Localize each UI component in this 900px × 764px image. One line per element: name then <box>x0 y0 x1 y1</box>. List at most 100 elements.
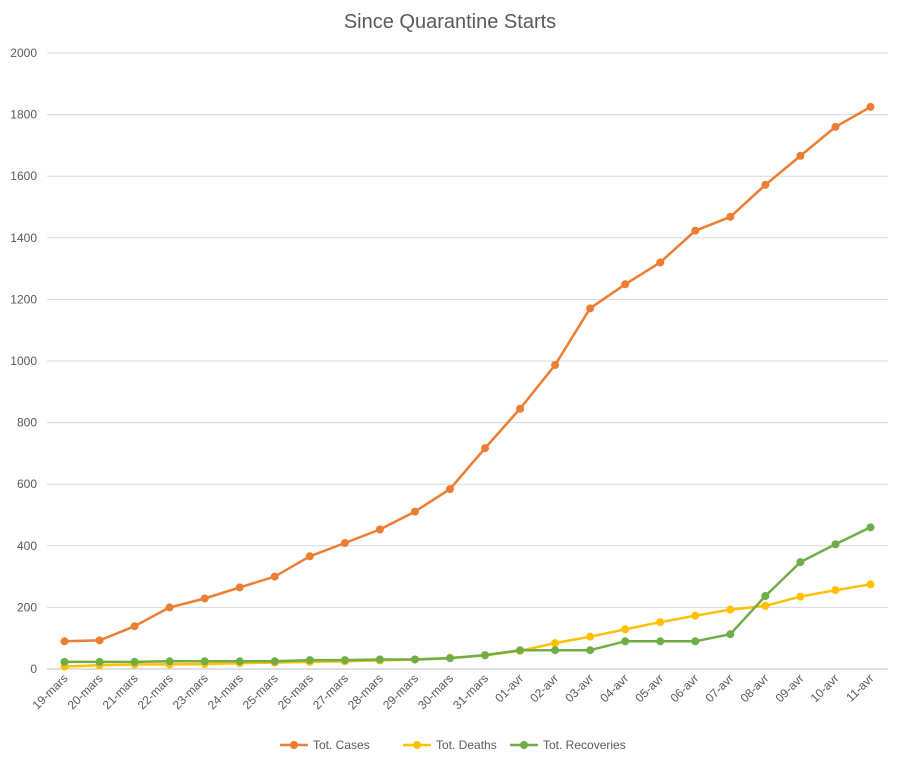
data-point <box>586 304 595 313</box>
x-tick-label: 02-avr <box>527 671 561 705</box>
data-point <box>165 657 174 666</box>
data-point <box>235 657 244 666</box>
y-axis-tick-labels: 0 200 400 600 800 1000 1200 1400 1600 1800 2000 <box>10 46 37 676</box>
data-point <box>445 654 454 663</box>
legend-label: Tot. Deaths <box>436 738 497 752</box>
x-tick-label: 05-avr <box>632 671 666 705</box>
legend-label: Tot. Recoveries <box>543 738 626 752</box>
x-tick-label: 20-mars <box>65 671 106 712</box>
data-point <box>691 611 700 620</box>
data-point <box>621 637 630 646</box>
data-point <box>340 539 349 548</box>
data-point <box>761 180 770 189</box>
data-point <box>270 572 279 581</box>
x-tick-label: 11-avr <box>843 671 876 704</box>
x-tick-label: 28-mars <box>345 671 386 712</box>
x-tick-label: 23-mars <box>170 671 211 712</box>
data-point <box>586 632 595 641</box>
data-point <box>375 655 384 664</box>
legend-dot-marker <box>520 741 528 749</box>
data-point <box>95 657 104 666</box>
data-point <box>305 656 314 665</box>
data-point <box>481 651 490 660</box>
x-tick-label: 30-mars <box>415 671 456 712</box>
data-point <box>200 594 209 603</box>
data-point <box>235 583 244 592</box>
x-tick-label: 24-mars <box>205 671 246 712</box>
data-point <box>866 523 875 532</box>
data-point <box>60 637 69 646</box>
data-point <box>60 657 69 666</box>
data-point <box>691 637 700 646</box>
x-tick-label: 08-avr <box>738 671 772 705</box>
data-point <box>95 636 104 645</box>
data-point <box>551 646 560 655</box>
legend-item: Tot. Cases <box>280 738 370 752</box>
x-tick-label: 25-mars <box>240 671 281 712</box>
data-point <box>656 637 665 646</box>
series-line <box>63 526 872 664</box>
data-point <box>796 151 805 160</box>
x-tick-label: 27-mars <box>310 671 351 712</box>
y-tick-label: 1400 <box>10 231 37 245</box>
data-point <box>761 601 770 610</box>
y-tick-label: 600 <box>17 477 37 491</box>
legend-label: Tot. Cases <box>313 738 370 752</box>
x-tick-label: 09-avr <box>773 671 807 705</box>
data-point <box>621 625 630 634</box>
x-tick-label: 21-mars <box>100 671 141 712</box>
data-point <box>130 657 139 666</box>
data-point <box>586 646 595 655</box>
data-point <box>516 404 525 413</box>
data-point <box>796 558 805 567</box>
data-point <box>305 552 314 561</box>
data-point <box>866 580 875 589</box>
data-point <box>165 603 174 612</box>
data-point <box>726 605 735 614</box>
x-tick-label: 29-mars <box>380 671 421 712</box>
x-tick-label: 22-mars <box>135 671 176 712</box>
data-point <box>481 444 490 453</box>
gridlines <box>47 52 888 608</box>
legend-item: Tot. Recoveries <box>510 738 626 752</box>
series-2 <box>60 523 875 666</box>
x-tick-label: 03-avr <box>562 671 596 705</box>
data-point <box>130 622 139 631</box>
x-tick-label: 26-mars <box>275 671 316 712</box>
y-tick-label: 1200 <box>10 292 37 306</box>
data-point <box>831 586 840 595</box>
data-point <box>410 507 419 516</box>
data-point <box>691 226 700 235</box>
x-tick-label: 19-mars <box>30 671 71 712</box>
x-tick-label: 04-avr <box>597 671 631 705</box>
data-point <box>200 657 209 666</box>
data-point <box>516 646 525 655</box>
data-point <box>796 592 805 601</box>
x-tick-label: 06-avr <box>667 671 701 705</box>
data-point <box>375 525 384 534</box>
data-point <box>340 656 349 665</box>
data-point <box>831 540 840 549</box>
y-tick-label: 400 <box>17 539 37 553</box>
series-lines <box>60 102 875 671</box>
series-line <box>63 105 872 643</box>
data-point <box>726 630 735 639</box>
x-tick-label: 01-avr <box>492 671 526 705</box>
legend-dot-marker <box>413 741 421 749</box>
data-point <box>761 592 770 601</box>
legend-dot-marker <box>290 741 298 749</box>
y-tick-label: 0 <box>30 662 37 676</box>
chart-title: Since Quarantine Starts <box>344 11 556 33</box>
data-point <box>656 618 665 627</box>
x-tick-label: 10-avr <box>808 671 842 705</box>
legend-item: Tot. Deaths <box>403 738 497 752</box>
x-axis-tick-labels: 19-mars20-mars21-mars22-mars23-mars24-ma… <box>30 671 877 712</box>
data-point <box>445 485 454 494</box>
y-tick-label: 800 <box>17 416 37 430</box>
x-tick-label: 31-mars <box>450 671 491 712</box>
legend: Tot. Cases Tot. Deaths Tot. Recoveries <box>280 738 626 752</box>
series-0 <box>60 102 875 646</box>
x-tick-label: 07-avr <box>702 671 736 705</box>
data-point <box>551 361 560 370</box>
